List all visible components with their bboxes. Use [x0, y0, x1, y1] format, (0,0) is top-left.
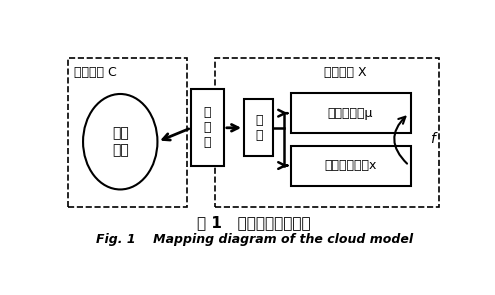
Text: 云
滴: 云 滴 [255, 114, 262, 142]
Bar [244, 99, 273, 156]
Text: f: f [430, 132, 435, 146]
Bar [191, 89, 224, 166]
Bar [214, 58, 439, 207]
Text: 云滴隶属度μ: 云滴隶属度μ [328, 107, 373, 120]
Bar [291, 93, 411, 133]
Bar [291, 145, 411, 186]
Ellipse shape [83, 94, 157, 189]
Text: 定量数据 X: 定量数据 X [324, 66, 366, 79]
Bar [68, 58, 187, 207]
Text: 云滴定量数据x: 云滴定量数据x [324, 159, 377, 172]
Text: 定性
概念: 定性 概念 [112, 127, 129, 157]
Text: Fig. 1    Mapping diagram of the cloud model: Fig. 1 Mapping diagram of the cloud mode… [96, 233, 413, 246]
Text: 云
模
型: 云 模 型 [204, 106, 211, 149]
Text: 图 1   云模型映射示意图: 图 1 云模型映射示意图 [198, 215, 311, 230]
Text: 定性概念 C: 定性概念 C [74, 66, 117, 79]
